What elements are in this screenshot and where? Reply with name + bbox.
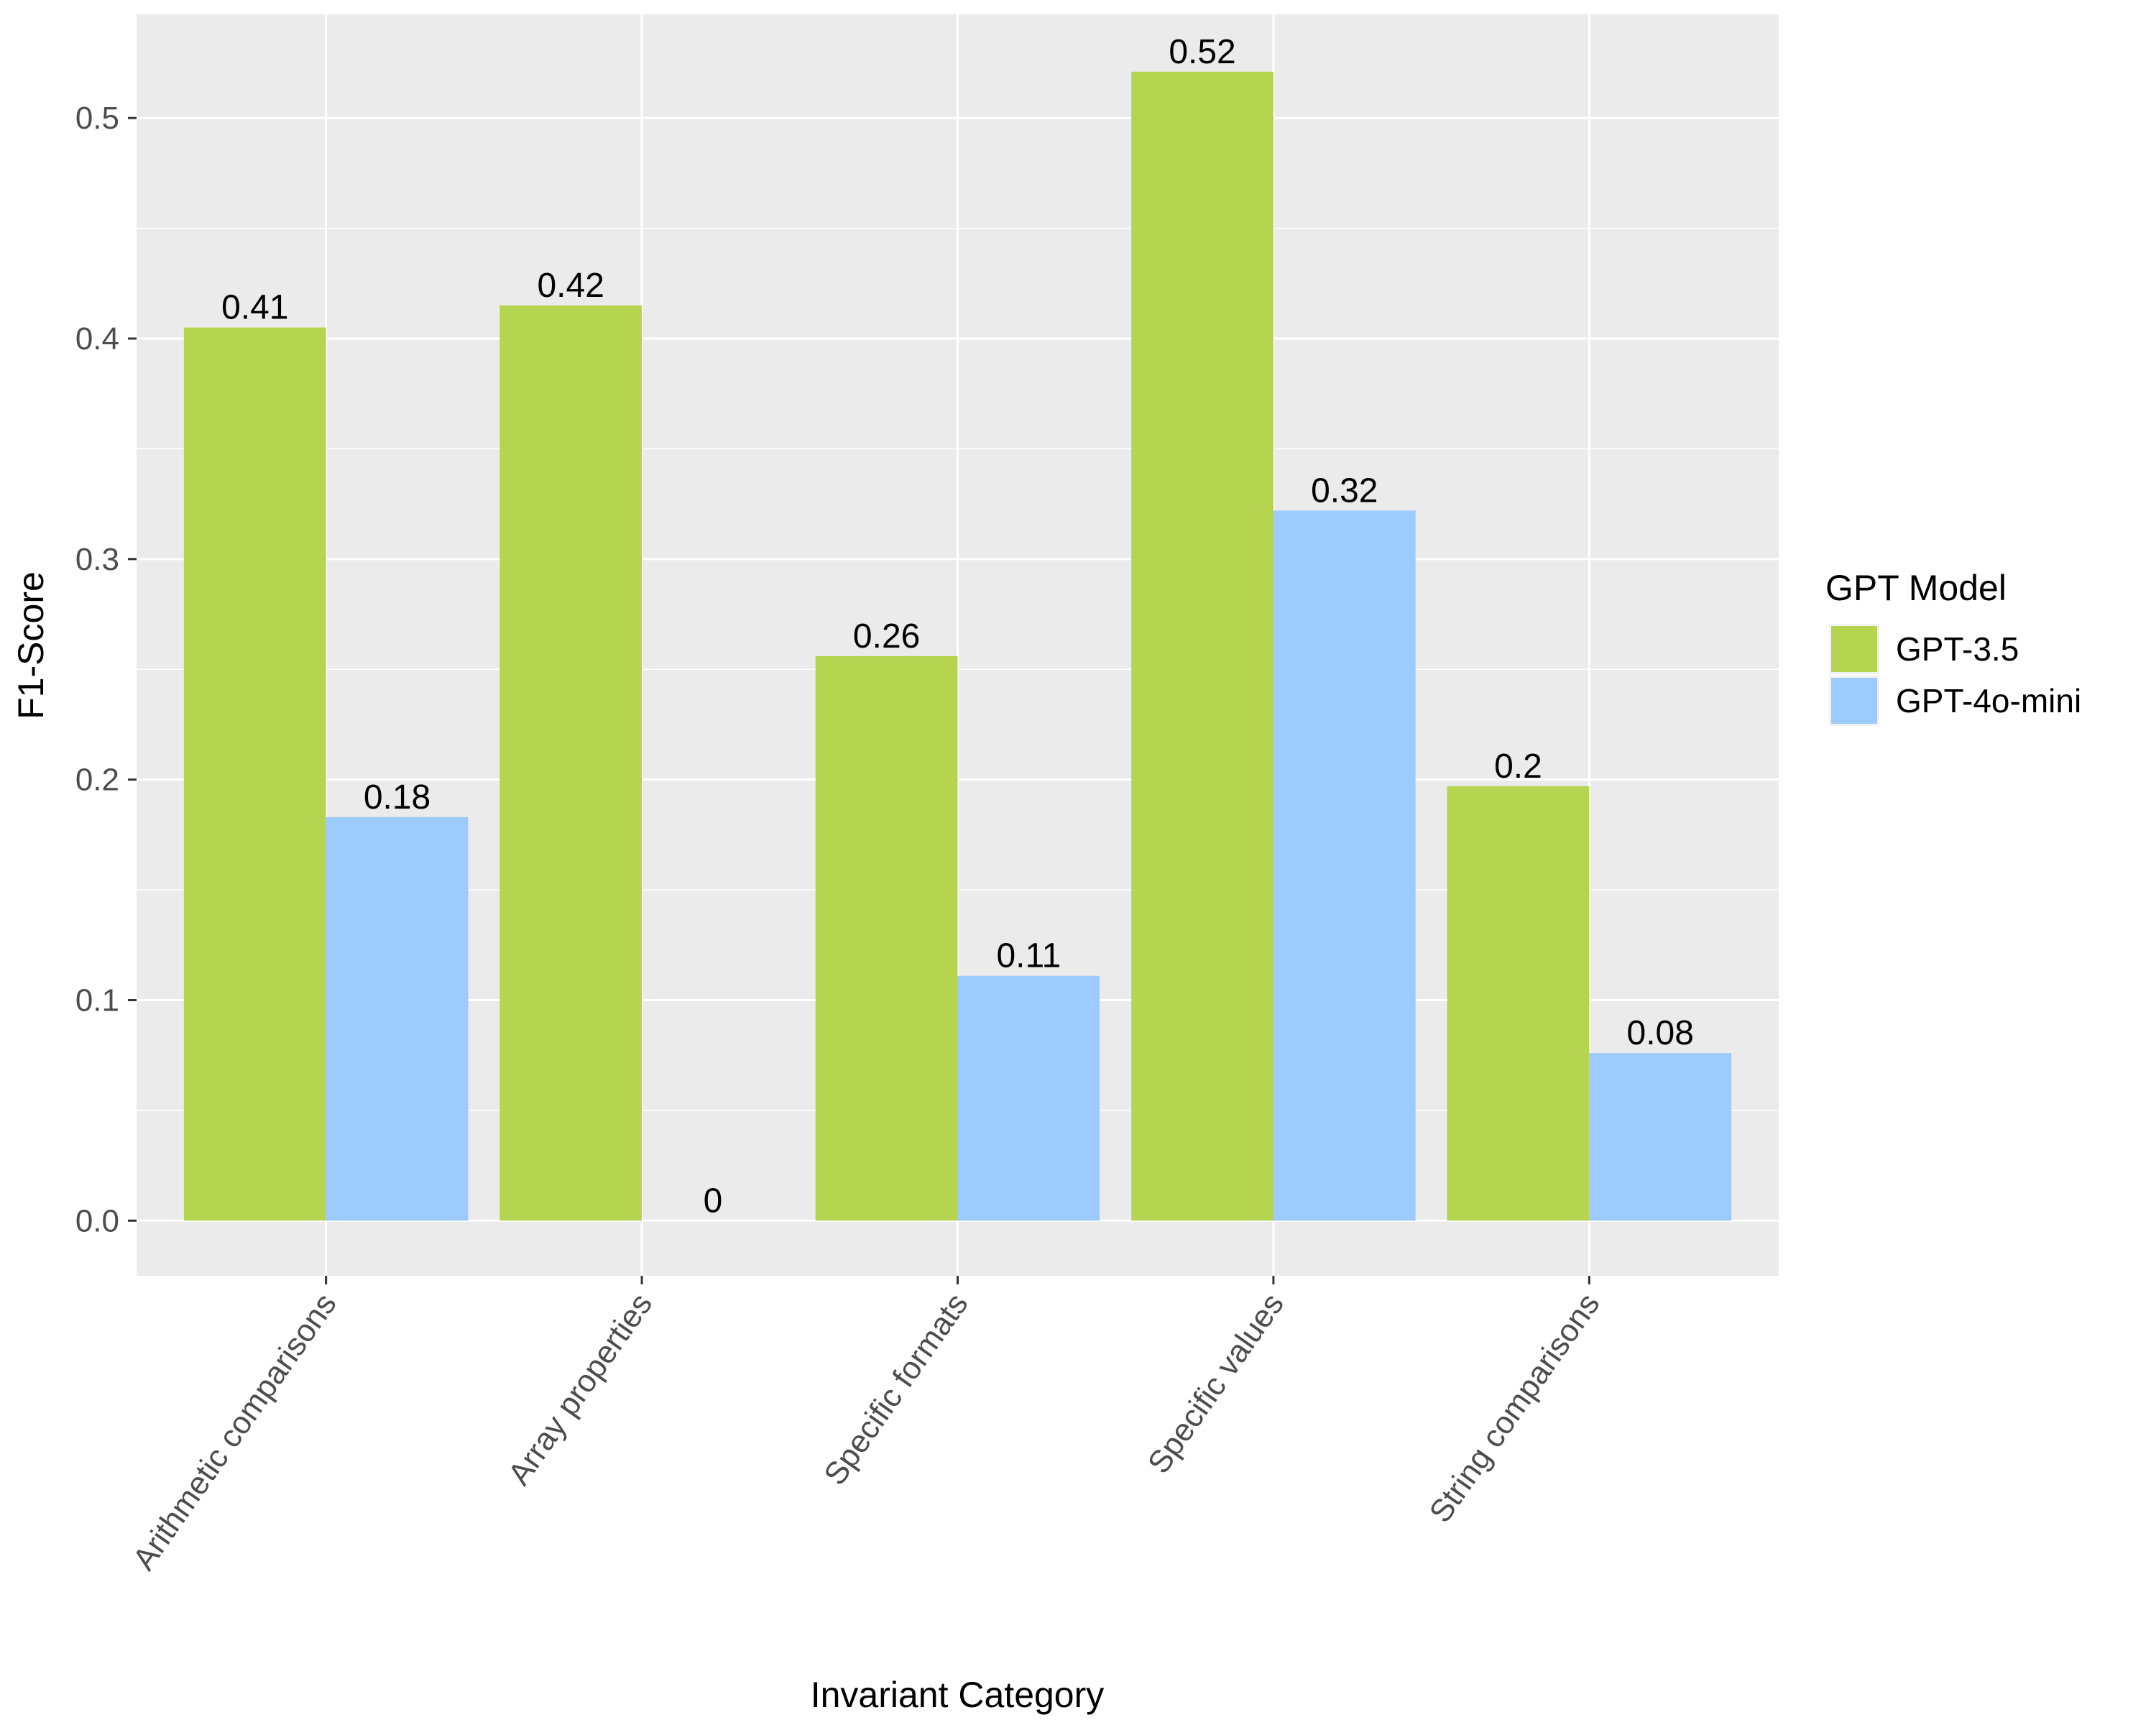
data-label: 0.42 [537,267,604,305]
bar-gpt-4o-mini [1273,510,1416,1221]
data-labels: 0.41 0.42 0.26 0.52 0.2 0.18 0 0.11 0.32 0.08 [221,33,1694,1220]
y-tick-label: 0.2 [75,763,119,798]
bar-gpt-3-5 [1131,71,1273,1221]
bars [183,71,1732,1221]
data-label: 0.11 [996,937,1061,975]
y-tick-label: 0.4 [75,321,119,356]
legend-title: GPT Model [1825,568,2007,608]
y-axis: 0.0 0.1 0.2 0.3 0.4 0.5 [75,101,137,1238]
bar-gpt-3-5 [183,327,326,1221]
data-label: 0.18 [364,778,430,816]
y-tick-label: 0.1 [75,983,119,1018]
legend: GPT Model GPT-3.5 GPT-4o-mini [1825,568,2081,726]
y-tick-label: 0.0 [75,1203,119,1238]
bar-gpt-3-5 [815,656,958,1221]
data-label: 0.32 [1311,472,1378,510]
y-axis-title: F1-Score [11,571,51,719]
legend-label: GPT-3.5 [1896,630,2019,668]
bar-gpt-4o-mini [1589,1053,1732,1221]
data-label: 0.08 [1627,1014,1694,1052]
legend-swatch [1831,678,1877,724]
data-label: 0 [704,1182,723,1220]
legend-items: GPT-3.5 GPT-4o-mini [1829,624,2081,726]
bar-gpt-4o-mini [326,816,469,1221]
data-label: 0.41 [221,289,288,327]
bar-gpt-3-5 [499,305,642,1221]
legend-label: GPT-4o-mini [1896,682,2081,719]
data-label: 0.26 [853,617,920,656]
data-label: 0.2 [1494,748,1542,786]
y-tick-label: 0.3 [75,542,119,577]
bar-gpt-4o-mini [957,975,1100,1221]
y-tick-label: 0.5 [75,101,119,136]
legend-swatch [1831,626,1877,672]
x-axis-title: Invariant Category [811,1675,1105,1715]
data-label: 0.52 [1169,33,1235,71]
bar-gpt-3-5 [1447,786,1590,1221]
